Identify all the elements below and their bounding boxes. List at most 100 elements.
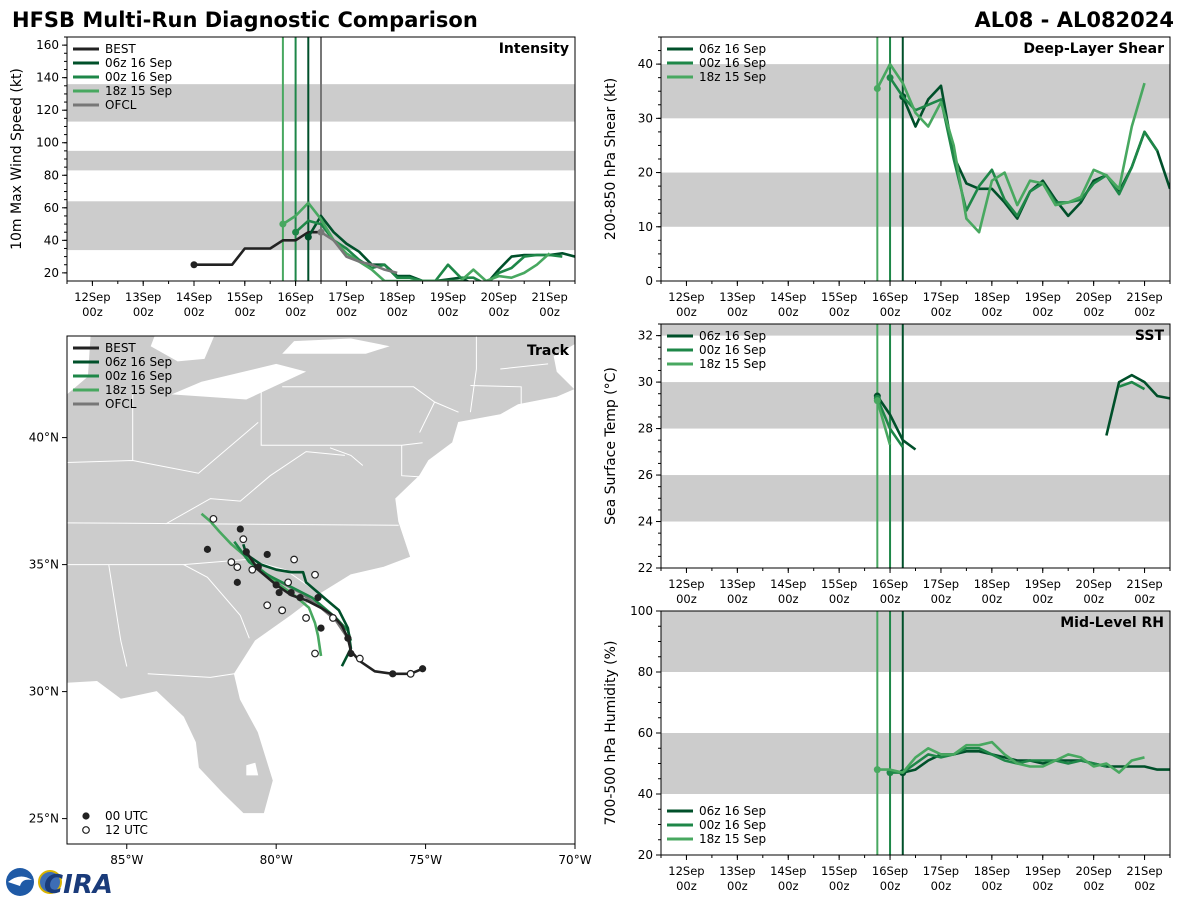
marker-legend-00utc-label: 00 UTC (105, 809, 148, 823)
track-legend-label-18z-15-sep: 18z 15 Sep (105, 383, 172, 397)
track-point-00utc (275, 588, 283, 597)
sst-series-06z-16-sep-0 (876, 395, 917, 451)
intensity-xtick-label-day: 14Sep (176, 290, 212, 304)
intensity-series-best-0 (194, 230, 321, 267)
shear-xtick-label-day: 12Sep (668, 290, 704, 304)
sst-series-group (873, 373, 1170, 451)
intensity-xtick-label-day: 21Sep (531, 290, 567, 304)
shear-xtick-label-hour: 00z (727, 305, 748, 319)
intensity-xtick-label-day: 20Sep (481, 290, 517, 304)
state-border-11 (500, 363, 549, 370)
rh-xtick-label-day: 21Sep (1126, 864, 1162, 878)
shear-legend-label-00z-16-sep: 00z 16 Sep (699, 56, 766, 70)
rh-ytick-label: 20 (638, 848, 653, 862)
intensity-start-point-ofcl-4 (317, 228, 325, 236)
sst-start-point-18z-15-sep-2 (873, 397, 881, 405)
rh-xtick-label-hour: 00z (829, 879, 850, 893)
sst-ytick-label: 24 (638, 515, 653, 529)
intensity-xtick-label-day: 15Sep (227, 290, 263, 304)
sst-title: SST (1135, 328, 1165, 344)
sst-ytick-label: 30 (638, 375, 653, 389)
globe-icon (38, 870, 62, 894)
intensity-xtick-label-hour: 00z (387, 305, 408, 319)
sst-xtick-label-hour: 00z (829, 592, 850, 606)
state-border-12 (67, 422, 259, 474)
intensity-xtick-label-hour: 00z (488, 305, 509, 319)
rh-xtick-label-hour: 00z (982, 879, 1003, 893)
shear-ytick-label: 20 (638, 166, 653, 180)
rh-xtick-label-day: 19Sep (1025, 864, 1061, 878)
marker-legend-12utc-symbol (82, 826, 90, 834)
sst-xtick-label-day: 18Sep (974, 577, 1010, 591)
rh-legend-label-06z-16-sep: 06z 16 Sep (699, 804, 766, 818)
track-point-12utc (284, 578, 293, 587)
intensity-ytick-label: 100 (36, 136, 59, 150)
intensity-xtick-label-hour: 00z (285, 305, 306, 319)
track-point-12utc (233, 563, 242, 572)
cira-logo: CIRA (6, 868, 113, 900)
shear-xtick-label-day: 13Sep (719, 290, 755, 304)
shear-xtick-label-hour: 00z (982, 305, 1003, 319)
shear-start-point-00z-16-sep-1 (886, 74, 894, 82)
sst-ytick-label: 28 (638, 422, 653, 436)
intensity-start-point-best-0 (190, 261, 198, 269)
state-border-7 (282, 386, 459, 413)
track-point-00utc (272, 581, 280, 589)
state-border-15 (419, 401, 436, 433)
intensity-xtick-label-hour: 00z (133, 305, 154, 319)
sst-xtick-label-day: 17Sep (923, 577, 959, 591)
track-point-12utc (290, 555, 299, 564)
track-frame (66, 335, 576, 845)
sst-band-1 (661, 382, 1170, 429)
shear-ytick-label: 10 (638, 220, 653, 234)
track-point-00utc (347, 649, 355, 658)
shear-series-18z-15-sep-2 (876, 62, 1146, 234)
rh-xtick-label-day: 14Sep (770, 864, 806, 878)
sst-series-18z-15-sep-2 (876, 400, 892, 446)
intensity-xtick-label-day: 13Sep (125, 290, 161, 304)
track-panel: 85°W 80°W 75°W 70°W 25°N 30°N 35°N 40°N Track BES… (29, 335, 592, 867)
track-title: Track (527, 343, 570, 359)
rh-band-1 (661, 611, 1170, 672)
intensity-ytick-label: 160 (36, 38, 59, 52)
land-mass (67, 336, 575, 814)
rh-xtick-label-hour: 00z (931, 879, 952, 893)
shear-series-group (873, 62, 1170, 234)
rh-ytick-label: 40 (638, 787, 653, 801)
intensity-title: Intensity (499, 41, 569, 57)
track-point-00utc (344, 634, 352, 642)
shear-xtick-label-hour: 00z (931, 305, 952, 319)
state-border-13 (329, 447, 364, 466)
rh-ytick-label: 100 (630, 604, 653, 618)
track-xtick-label: 80°W (260, 853, 293, 867)
rh-ytick-label: 60 (638, 726, 653, 740)
shear-xtick-label-day: 14Sep (770, 290, 806, 304)
track-point-00utc (287, 588, 295, 597)
shear-xtick-label-day: 15Sep (821, 290, 857, 304)
intensity-ytick-label: 40 (44, 233, 59, 247)
track-ytick-label: 25°N (29, 812, 59, 826)
sst-xtick-label-hour: 00z (1134, 592, 1155, 606)
sst-xtick-label-hour: 00z (982, 592, 1003, 606)
intensity-start-point-06z-16-sep-1 (304, 233, 312, 241)
rh-xtick-label-hour: 00z (676, 879, 697, 893)
track-point-00utc (314, 594, 322, 602)
rh-series-00z-16-sep-1 (890, 746, 1107, 774)
shear-xtick-label-hour: 00z (1083, 305, 1104, 319)
sst-xtick-label-day: 13Sep (719, 577, 755, 591)
track-point-00utc (389, 670, 397, 678)
state-border-4 (67, 522, 399, 526)
sst-xtick-label-hour: 00z (1032, 592, 1053, 606)
lake-2 (150, 336, 215, 362)
sst-xtick-label-hour: 00z (676, 592, 697, 606)
sst-xtick-label-day: 12Sep (668, 577, 704, 591)
intensity-xtick-label-hour: 00z (234, 305, 255, 319)
rh-xtick-label-hour: 00z (1134, 879, 1155, 893)
track-xtick-label: 85°W (110, 853, 143, 867)
track-point-00utc (263, 550, 271, 559)
sst-ytick-label: 26 (638, 468, 653, 482)
intensity-legend-label-best: BEST (105, 42, 136, 56)
sst-ylabel: Sea Surface Temp (°C) (603, 367, 619, 525)
sst-legend-label-06z-16-sep: 06z 16 Sep (699, 329, 766, 343)
shear-xtick-label-day: 21Sep (1126, 290, 1162, 304)
